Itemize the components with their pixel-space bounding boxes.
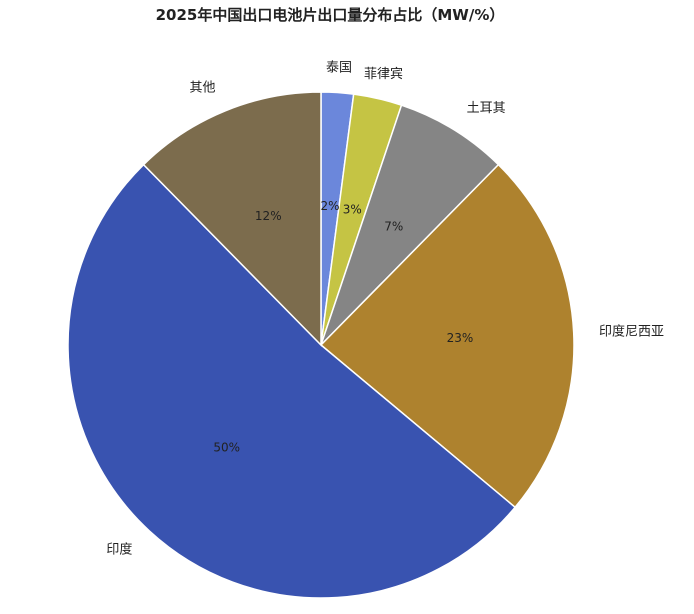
pie-slice xyxy=(142,91,322,347)
percent-labels: 2% 3% 7% 23% 50% 12% xyxy=(213,199,473,454)
pie-slices xyxy=(67,91,575,599)
slice-category-label: 印度 xyxy=(106,542,132,558)
pie-slice xyxy=(319,163,575,509)
pie-slice xyxy=(320,104,500,346)
slice-percent-label: 50% xyxy=(213,440,240,454)
slice-category-label: 其他 xyxy=(190,80,216,95)
slice-category-label: 泰国 xyxy=(326,60,352,75)
slice-percent-label: 23% xyxy=(447,331,474,345)
slice-percent-label: 2% xyxy=(320,199,339,213)
slice-percent-label: 7% xyxy=(384,219,403,233)
pie-slice xyxy=(67,163,517,599)
slice-category-label: 印度尼西亚 xyxy=(599,323,664,339)
chart-title: 2025年中国出口电池片出口量分布占比（MW/%） xyxy=(156,6,505,24)
slice-category-label: 菲律宾 xyxy=(364,66,403,82)
slice-category-label: 土耳其 xyxy=(467,101,506,116)
slice-percent-label: 12% xyxy=(255,209,282,223)
slice-percent-label: 3% xyxy=(343,202,362,216)
